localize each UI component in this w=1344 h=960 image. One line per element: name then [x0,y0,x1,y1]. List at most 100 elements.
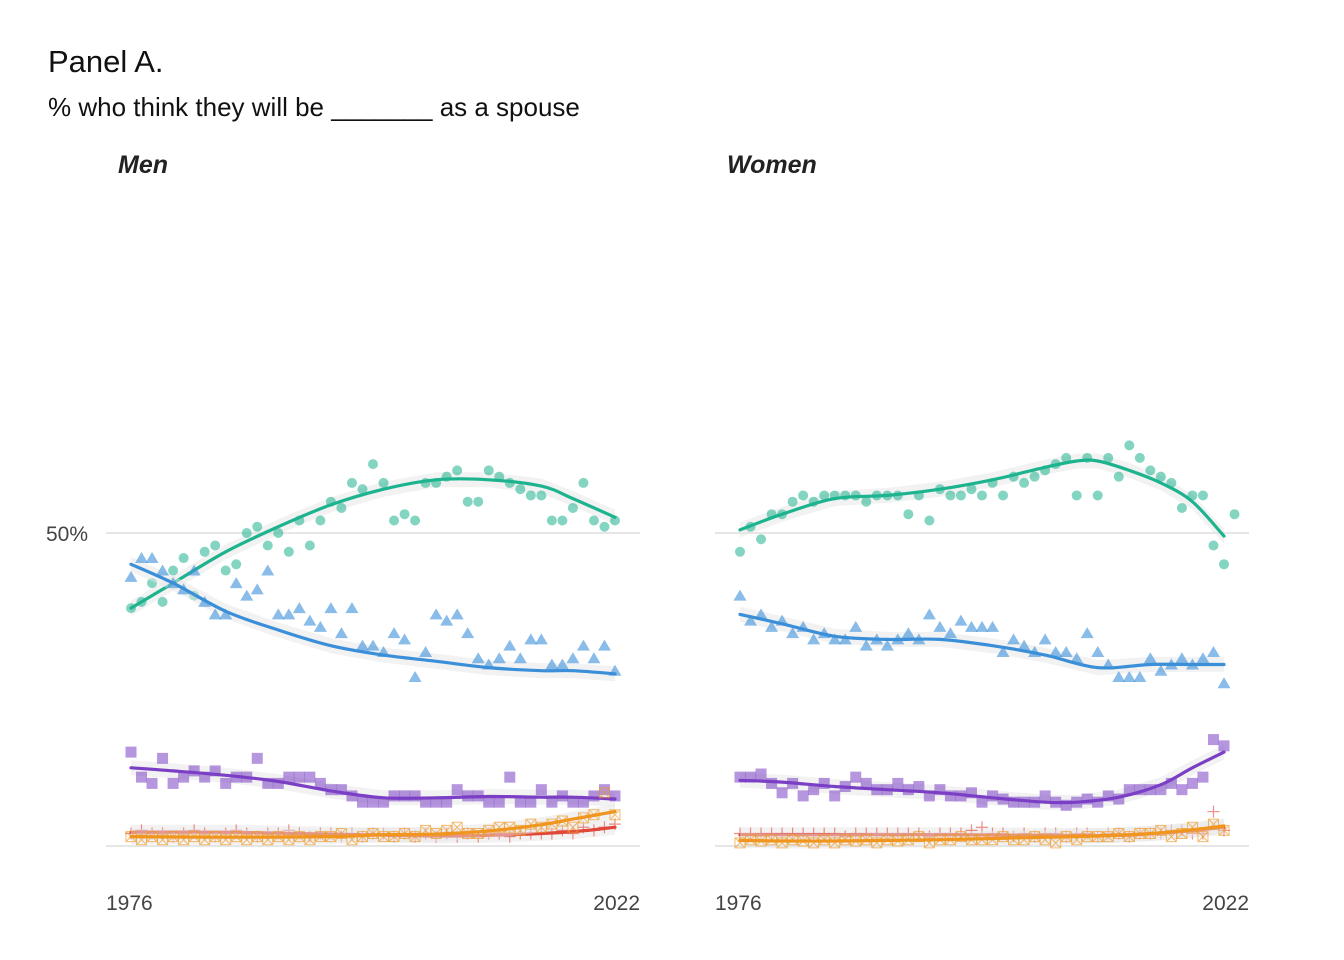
data-point [504,771,516,783]
data-point [419,645,433,657]
data-point [819,490,830,501]
data-point [598,787,610,799]
trend-line [738,750,1226,805]
data-point [933,620,947,632]
data-point [420,796,432,808]
data-point [754,608,768,620]
data-point [283,771,295,783]
data-point [346,790,358,802]
data-point [797,790,809,802]
data-point [313,620,327,632]
series-fairly-good [734,734,1230,811]
data-point [199,771,211,783]
series-fairly-good [125,746,621,808]
data-point [567,502,578,513]
data-point [964,620,978,632]
data-point [1208,540,1219,551]
data-point [566,652,580,664]
data-point [315,515,326,526]
data-point [241,528,252,538]
data-point [492,652,506,664]
data-point [901,627,915,639]
data-point [1123,784,1135,796]
data-point [314,777,326,789]
data-point [220,565,231,576]
series-very-good [735,440,1240,570]
data-point [231,559,242,570]
data-point [408,670,422,682]
data-point [136,771,148,783]
data-point [209,765,221,777]
data-point [1059,645,1073,657]
data-point [452,465,463,476]
data-point [440,614,454,626]
data-point [1039,790,1051,802]
data-point [735,546,745,557]
x-tick-label: 2022 [1202,892,1249,915]
data-point [271,608,285,620]
data-point [808,784,820,796]
data-point [765,620,779,632]
data-point [1124,440,1135,451]
data-point [1196,652,1210,664]
data-point [1017,639,1031,651]
data-point [429,608,443,620]
data-point [787,496,798,507]
data-point [1091,645,1105,657]
data-point [515,484,526,495]
data-point [766,777,778,789]
data-point [1155,471,1166,482]
data-point [954,614,968,626]
data-point [261,564,275,576]
data-point [135,552,149,564]
data-point [219,608,233,620]
data-point [861,496,872,507]
data-point [567,796,579,808]
data-point [378,477,389,488]
data-point [744,614,758,626]
data-point [535,784,547,796]
data-point [146,777,158,789]
data-point [157,752,169,764]
trend-line [129,766,617,801]
data-point [1007,633,1021,645]
data-point [355,639,369,651]
data-point [167,777,179,789]
data-point [262,540,273,551]
series-good [124,552,622,682]
data-point [557,515,568,526]
data-point [168,565,179,576]
series-poor [734,818,1230,849]
confidence-band [740,606,1224,676]
data-point [514,796,526,808]
x-tick-label: 1976 [106,892,153,915]
data-point [188,765,200,777]
data-point [483,465,494,476]
data-point [1155,784,1167,796]
data-point [859,639,873,651]
data-point [462,496,473,507]
data-point [1122,670,1136,682]
data-point [597,639,611,651]
data-point [1229,509,1240,520]
data-point [965,787,977,799]
data-point [610,515,620,526]
data-point [1145,465,1156,476]
data-point [525,796,537,808]
data-point [273,528,284,538]
data-point [399,790,411,802]
data-point [733,589,747,601]
data-point [1080,627,1094,639]
data-point [1060,799,1072,811]
data-point [546,515,557,526]
data-point [378,796,390,808]
data-point [513,652,527,664]
data-point [157,596,168,607]
data-point [473,496,484,507]
data-point [829,790,841,802]
data-point [250,583,264,595]
data-point [1197,831,1209,843]
data-point [1218,740,1230,752]
trend-line [738,612,1226,670]
